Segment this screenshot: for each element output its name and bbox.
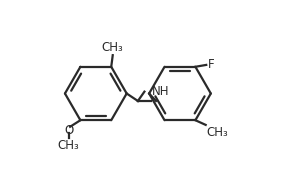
Text: NH: NH (152, 85, 169, 98)
Text: F: F (208, 58, 214, 71)
Text: CH₃: CH₃ (58, 139, 79, 152)
Text: O: O (64, 124, 73, 137)
Text: CH₃: CH₃ (102, 41, 124, 54)
Text: CH₃: CH₃ (207, 126, 228, 139)
